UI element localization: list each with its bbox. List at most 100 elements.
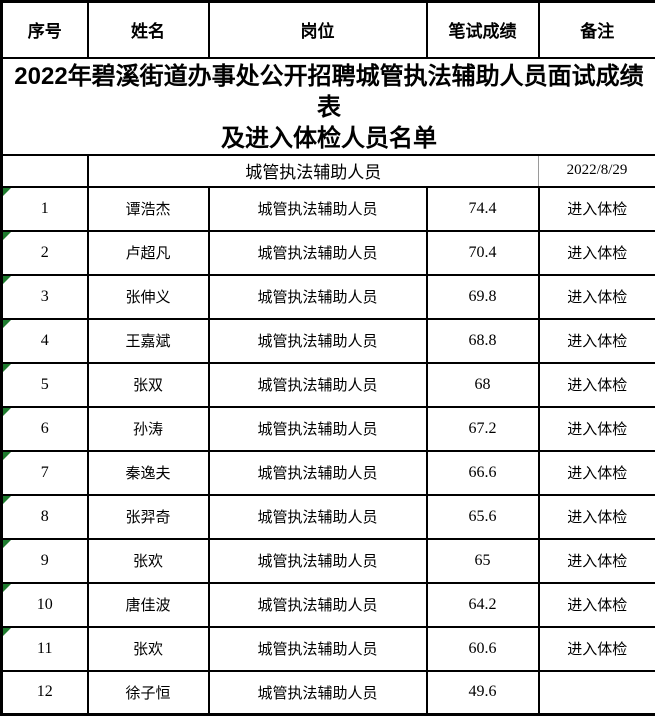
- cell-position: 城管执法辅助人员: [207, 405, 428, 452]
- date-label: 2022/8/29: [566, 162, 628, 178]
- cell-score-text: 64.2: [468, 595, 497, 613]
- error-indicator-triangle-icon: [3, 583, 11, 592]
- cell-name: 张欢: [86, 625, 210, 672]
- document-title: 2022年碧溪街道办事处公开招聘城管执法辅助人员面试成绩表 及进入体检人员名单: [0, 56, 655, 155]
- cell-index: 1: [0, 185, 89, 232]
- position-group-label: 城管执法辅助人员: [245, 163, 382, 182]
- cell-name: 张双: [86, 361, 210, 408]
- header-row: 序号 姓名 岗位 笔试成绩 备注: [0, 0, 655, 59]
- cell-score-text: 60.6: [468, 639, 497, 657]
- cell-remark-text: 进入体检: [567, 333, 628, 350]
- cell-score-text: 67.2: [468, 419, 497, 437]
- column-header-name: 姓名: [86, 0, 210, 59]
- cell-index: 6: [0, 405, 89, 452]
- cell-position-text: 城管执法辅助人员: [257, 465, 378, 482]
- error-indicator-triangle-icon: [3, 539, 11, 548]
- cell-remark-text: 进入体检: [567, 421, 628, 438]
- cell-position: 城管执法辅助人员: [207, 273, 428, 320]
- cell-index: 2: [0, 229, 89, 276]
- cell-position-text: 城管执法辅助人员: [257, 684, 378, 702]
- cell-position: 城管执法辅助人员: [207, 625, 428, 672]
- error-indicator-triangle-icon: [3, 319, 11, 328]
- cell-position-text: 城管执法辅助人员: [257, 421, 378, 438]
- cell-score-text: 66.6: [468, 463, 497, 481]
- cell-name: 唐佳波: [86, 581, 210, 628]
- cell-remark-text: 进入体检: [567, 465, 628, 482]
- cell-index: 5: [0, 361, 89, 408]
- column-header-remark: 备注: [537, 0, 655, 59]
- cell-index-text: 12: [36, 683, 53, 701]
- cell-score: 69.8: [425, 273, 540, 320]
- cell-position: 城管执法辅助人员: [207, 537, 428, 584]
- table-row: 3 张伸义 城管执法辅助人员 69.8 进入体检: [0, 273, 655, 320]
- cell-score: 66.6: [425, 449, 540, 496]
- cell-score: 68.8: [425, 317, 540, 364]
- cell-remark-text: 进入体检: [567, 201, 628, 218]
- cell-index: 10: [0, 581, 89, 628]
- error-indicator-triangle-icon: [3, 275, 11, 284]
- cell-index-text: 11: [37, 639, 53, 657]
- cell-index-text: 8: [40, 507, 49, 525]
- error-indicator-triangle-icon: [3, 187, 11, 196]
- cell-score: 64.2: [425, 581, 540, 628]
- cell-remark: 进入体检: [537, 405, 655, 452]
- error-indicator-triangle-icon: [3, 231, 11, 240]
- cell-score: 70.4: [425, 229, 540, 276]
- cell-remark: 进入体检: [537, 581, 655, 628]
- cell-remark-text: 进入体检: [567, 509, 628, 526]
- cell-index-text: 5: [40, 375, 49, 393]
- cell-score-text: 69.8: [468, 287, 497, 305]
- cell-remark: 进入体检: [537, 273, 655, 320]
- cell-remark-text: 进入体检: [567, 553, 628, 570]
- cell-position-text: 城管执法辅助人员: [257, 333, 378, 350]
- cell-position-text: 城管执法辅助人员: [257, 509, 378, 526]
- cell-index: 11: [0, 625, 89, 672]
- table-row: 6 孙涛 城管执法辅助人员 67.2 进入体检: [0, 405, 655, 452]
- cell-index: 9: [0, 537, 89, 584]
- cell-index-text: 9: [40, 551, 49, 569]
- cell-name-text: 孙涛: [132, 421, 163, 438]
- table-row: 4 王嘉斌 城管执法辅助人员 68.8 进入体检: [0, 317, 655, 364]
- cell-name: 张欢: [86, 537, 210, 584]
- cell-name-text: 秦逸夫: [125, 465, 171, 482]
- table-row: 8 张羿奇 城管执法辅助人员 65.6 进入体检: [0, 493, 655, 540]
- cell-index: 8: [0, 493, 89, 540]
- cell-score-text: 70.4: [468, 243, 497, 261]
- error-indicator-triangle-icon: [3, 363, 11, 372]
- cell-score: 68: [425, 361, 540, 408]
- cell-index: 4: [0, 317, 89, 364]
- cell-name-text: 王嘉斌: [125, 333, 171, 350]
- title-row: 2022年碧溪街道办事处公开招聘城管执法辅助人员面试成绩表 及进入体检人员名单: [0, 56, 655, 155]
- cell-position: 城管执法辅助人员: [207, 361, 428, 408]
- cell-score: 74.4: [425, 185, 540, 232]
- table-row: 9 张欢 城管执法辅助人员 65 进入体检: [0, 537, 655, 584]
- cell-name: 张羿奇: [86, 493, 210, 540]
- table-row: 12 徐子恒 城管执法辅助人员 49.6: [0, 669, 655, 716]
- cell-score: 65: [425, 537, 540, 584]
- cell-score: 49.6: [425, 669, 540, 716]
- cell-position-text: 城管执法辅助人员: [257, 245, 378, 262]
- cell-score: 65.6: [425, 493, 540, 540]
- cell-position-text: 城管执法辅助人员: [257, 597, 378, 614]
- cell-name-text: 张欢: [132, 641, 163, 658]
- table-row: 10 唐佳波 城管执法辅助人员 64.2 进入体检: [0, 581, 655, 628]
- cell-name: 王嘉斌: [86, 317, 210, 364]
- cell-position-text: 城管执法辅助人员: [257, 553, 378, 570]
- cell-remark-text: 进入体检: [567, 377, 628, 394]
- cell-position-text: 城管执法辅助人员: [257, 201, 378, 218]
- cell-position: 城管执法辅助人员: [207, 229, 428, 276]
- cell-score-text: 65: [474, 551, 491, 569]
- cell-remark-text: 进入体检: [567, 289, 628, 306]
- cell-score: 60.6: [425, 625, 540, 672]
- error-indicator-triangle-icon: [3, 407, 11, 416]
- cell-name: 谭浩杰: [86, 185, 210, 232]
- cell-position-text: 城管执法辅助人员: [257, 289, 378, 306]
- cell-score-text: 68: [474, 375, 491, 393]
- cell-remark: 进入体检: [537, 229, 655, 276]
- cell-name-text: 张伸义: [125, 289, 171, 306]
- cell-remark: 进入体检: [537, 185, 655, 232]
- cell-position: 城管执法辅助人员: [207, 669, 428, 716]
- cell-remark: 进入体检: [537, 317, 655, 364]
- cell-name: 徐子恒: [86, 669, 210, 716]
- error-indicator-triangle-icon: [3, 627, 11, 636]
